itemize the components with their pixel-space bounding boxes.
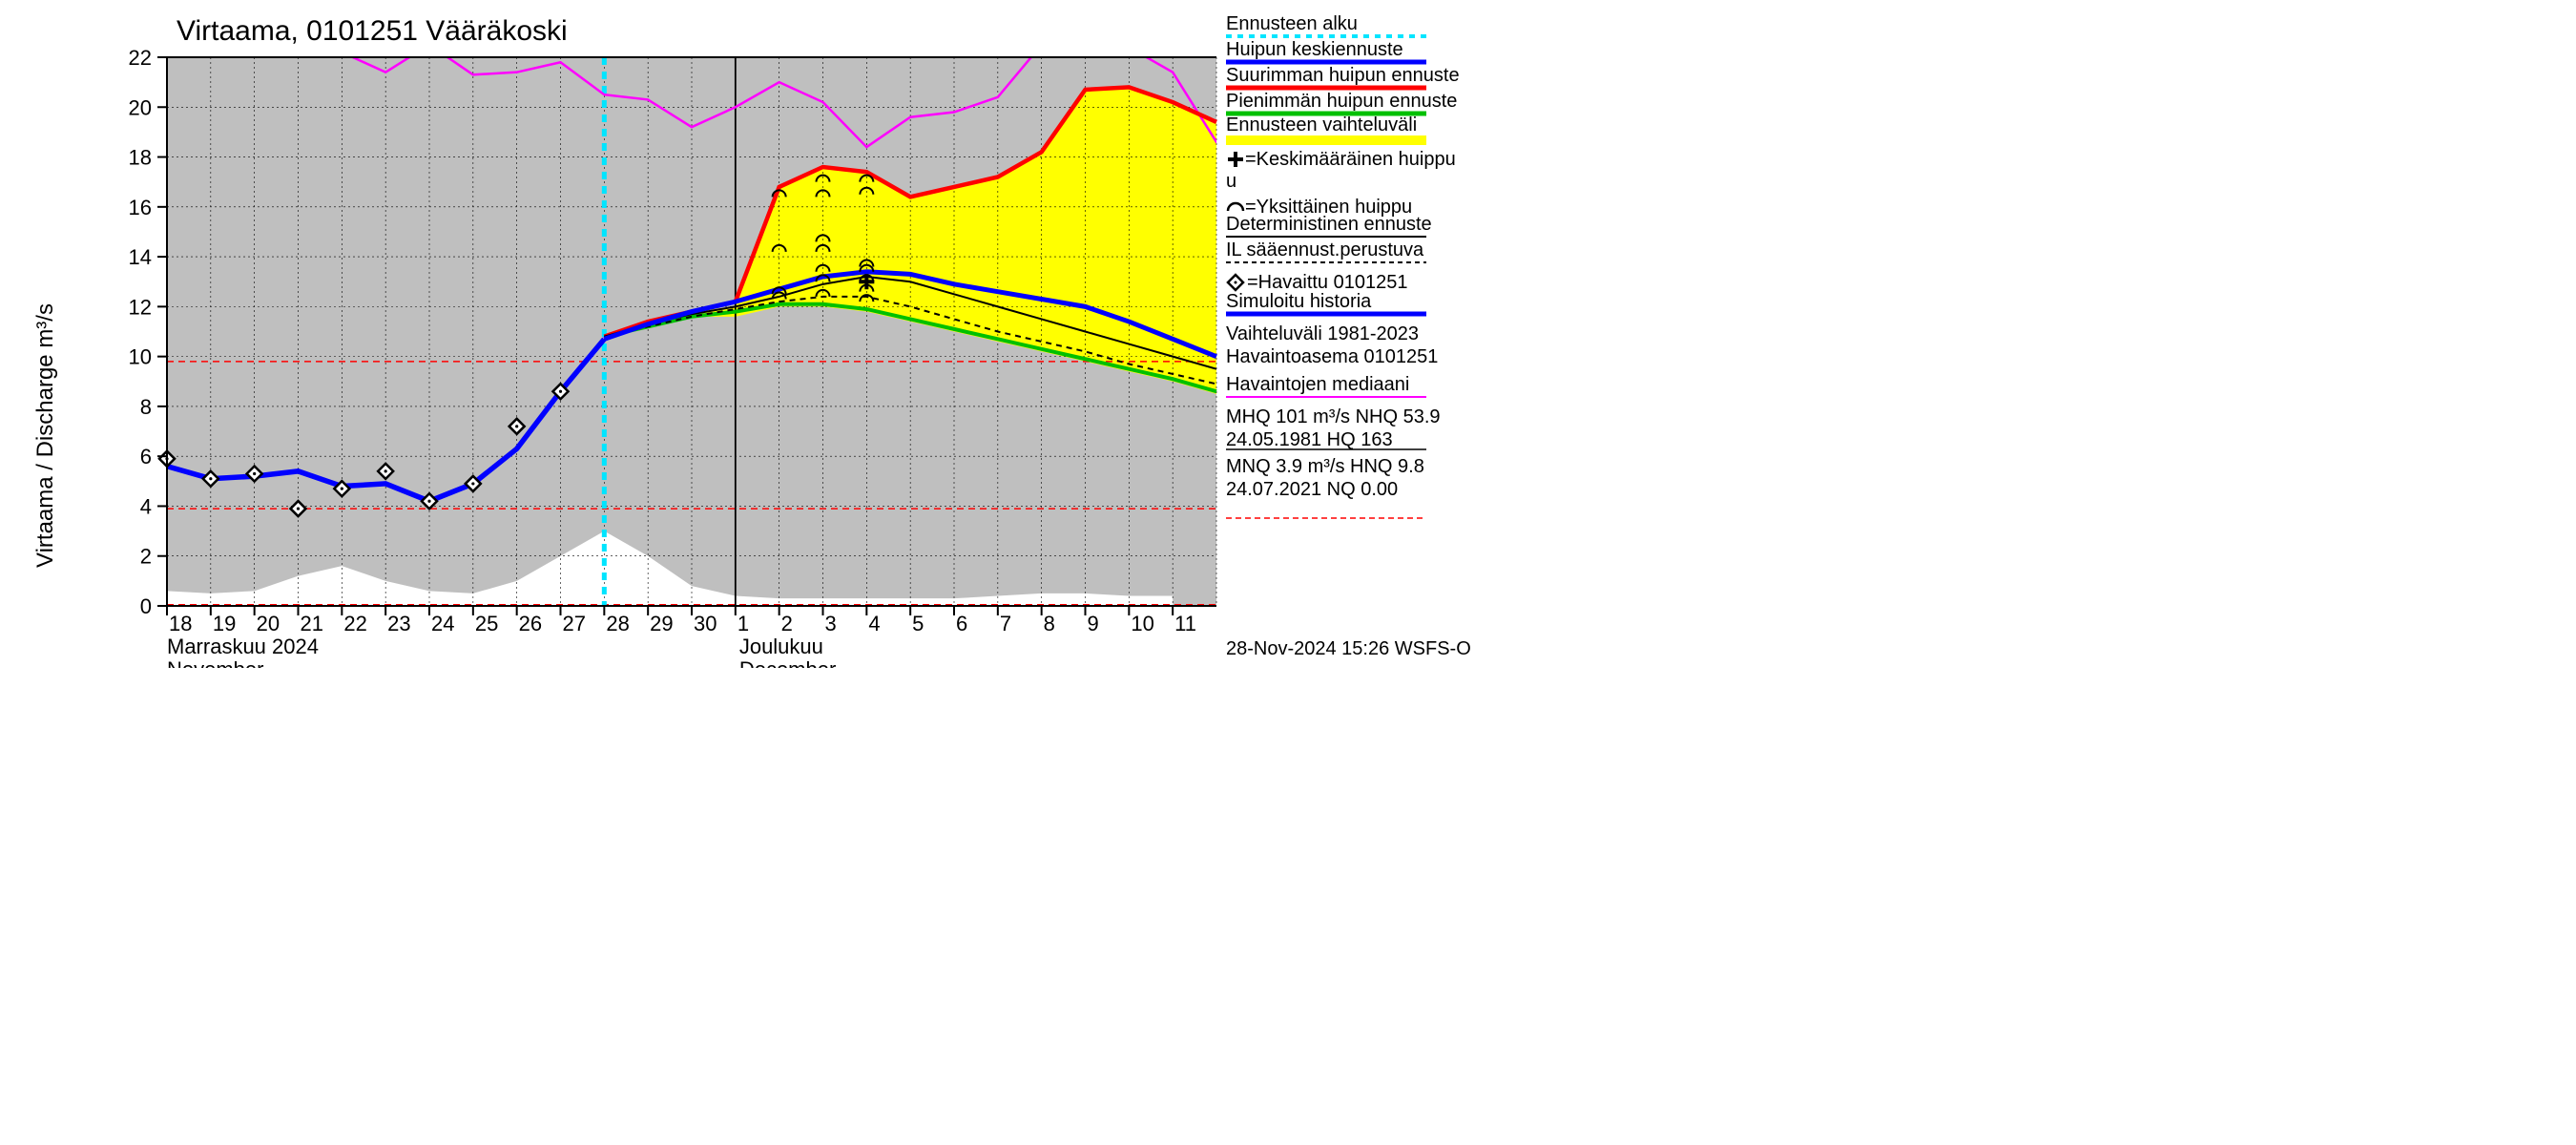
chart-svg: 0246810121416182022181920212223242526272…: [0, 0, 1479, 668]
svg-text:Ennusteen alku: Ennusteen alku: [1226, 13, 1358, 34]
svg-text:Havaintoasema 0101251: Havaintoasema 0101251: [1226, 346, 1438, 367]
svg-text:25: 25: [475, 612, 498, 635]
svg-text:3: 3: [825, 612, 837, 635]
svg-text:Marraskuu 2024: Marraskuu 2024: [167, 635, 319, 658]
svg-text:9: 9: [1088, 612, 1099, 635]
svg-text:28: 28: [606, 612, 629, 635]
svg-text:6: 6: [956, 612, 967, 635]
svg-text:December: December: [739, 657, 836, 668]
svg-text:24.05.1981 HQ 163: 24.05.1981 HQ 163: [1226, 429, 1393, 450]
svg-text:MNQ 3.9 m³/s HNQ 9.8: MNQ 3.9 m³/s HNQ 9.8: [1226, 456, 1424, 477]
svg-text:20: 20: [257, 612, 280, 635]
svg-text:11: 11: [1174, 612, 1196, 635]
svg-text:18: 18: [169, 612, 192, 635]
svg-text:28-Nov-2024 15:26 WSFS-O: 28-Nov-2024 15:26 WSFS-O: [1226, 638, 1471, 659]
svg-text:22: 22: [129, 46, 152, 70]
svg-text:29: 29: [650, 612, 673, 635]
svg-text:IL sääennust.perustuva: IL sääennust.perustuva: [1226, 239, 1424, 260]
svg-text:23: 23: [387, 612, 410, 635]
svg-text:Havaintojen mediaani: Havaintojen mediaani: [1226, 374, 1409, 395]
svg-text:Simuloitu historia: Simuloitu historia: [1226, 291, 1372, 312]
svg-text:4: 4: [140, 494, 152, 518]
svg-text:22: 22: [343, 612, 366, 635]
chart-container: 0246810121416182022181920212223242526272…: [0, 0, 1479, 668]
svg-text:21: 21: [301, 612, 323, 635]
svg-text:2: 2: [781, 612, 793, 635]
svg-text:18: 18: [129, 146, 152, 170]
svg-text:November: November: [167, 657, 263, 668]
svg-text:1: 1: [737, 612, 749, 635]
svg-text:Vaihteluväli 1981-2023: Vaihteluväli 1981-2023: [1226, 323, 1419, 344]
svg-text:12: 12: [129, 295, 152, 319]
svg-text:24.07.2021 NQ 0.00: 24.07.2021 NQ 0.00: [1226, 479, 1398, 500]
svg-text:27: 27: [563, 612, 586, 635]
svg-text:10: 10: [1131, 612, 1153, 635]
svg-text:=Havaittu 0101251: =Havaittu 0101251: [1247, 272, 1407, 293]
svg-text:19: 19: [213, 612, 236, 635]
svg-text:20: 20: [129, 95, 152, 119]
svg-text:8: 8: [140, 395, 152, 419]
svg-text:Deterministinen ennuste: Deterministinen ennuste: [1226, 214, 1432, 235]
svg-text:30: 30: [694, 612, 717, 635]
svg-text:=Keskimääräinen huippu: =Keskimääräinen huippu: [1245, 149, 1456, 170]
svg-text:26: 26: [519, 612, 542, 635]
svg-text:MHQ 101 m³/s NHQ 53.9: MHQ 101 m³/s NHQ 53.9: [1226, 406, 1441, 427]
svg-text:7: 7: [1000, 612, 1011, 635]
svg-text:6: 6: [140, 445, 152, 468]
svg-text:8: 8: [1044, 612, 1055, 635]
svg-text:Virtaama, 0101251 Vääräkoski: Virtaama, 0101251 Vääräkoski: [177, 15, 568, 47]
svg-text:14: 14: [129, 245, 152, 269]
svg-text:u: u: [1226, 171, 1236, 192]
svg-text:Pienimmän huipun ennuste: Pienimmän huipun ennuste: [1226, 91, 1457, 112]
svg-text:Suurimman huipun ennuste: Suurimman huipun ennuste: [1226, 65, 1460, 86]
svg-text:24: 24: [431, 612, 454, 635]
svg-text:10: 10: [129, 345, 152, 369]
svg-text:4: 4: [868, 612, 880, 635]
svg-text:16: 16: [129, 196, 152, 219]
svg-text:Huipun keskiennuste: Huipun keskiennuste: [1226, 39, 1403, 60]
svg-text:Ennusteen vaihteluväli: Ennusteen vaihteluväli: [1226, 114, 1417, 135]
svg-text:2: 2: [140, 545, 152, 569]
svg-text:0: 0: [140, 594, 152, 618]
svg-text:5: 5: [912, 612, 924, 635]
svg-text:Joulukuu: Joulukuu: [739, 635, 823, 658]
svg-text:Virtaama / Discharge m³/s: Virtaama / Discharge m³/s: [32, 303, 58, 568]
